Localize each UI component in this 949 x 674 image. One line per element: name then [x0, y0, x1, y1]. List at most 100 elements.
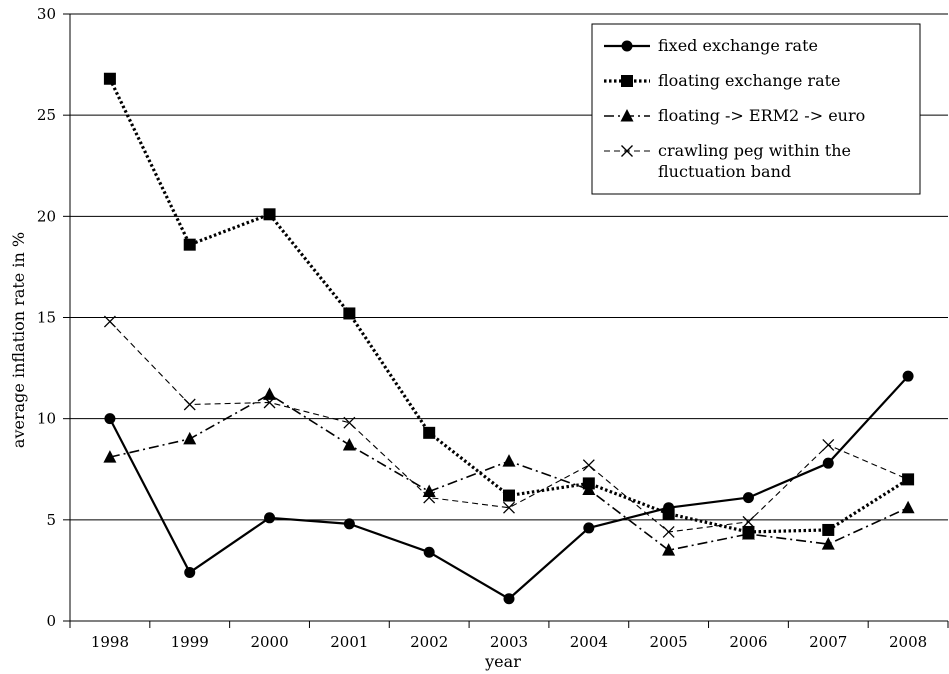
data-point-square [621, 75, 633, 87]
data-point-circle [343, 518, 355, 530]
y-tick-label: 30 [37, 5, 56, 23]
data-point-triangle [620, 109, 634, 122]
data-point-triangle [422, 484, 436, 498]
data-point-x [582, 459, 595, 472]
data-point-triangle [662, 543, 676, 556]
data-point-x-stroke [902, 473, 915, 486]
data-point-circle [621, 40, 633, 52]
data-point-square [103, 72, 116, 85]
data-point-square [423, 426, 436, 439]
x-tick-label: 2004 [570, 633, 608, 651]
legend-entry: floating -> ERM2 -> euro [604, 106, 865, 125]
series-4 [103, 315, 915, 538]
data-point-circle [503, 593, 515, 605]
x-axis-title: year [484, 652, 521, 671]
data-point-x-stroke [662, 526, 675, 538]
data-point-circle [583, 522, 595, 534]
legend-label: floating -> ERM2 -> euro [658, 106, 865, 125]
series-layer [103, 72, 915, 605]
series-3 [103, 387, 915, 556]
y-axis-title: average inflation rate in % [9, 232, 28, 448]
series-line [109, 393, 909, 551]
x-axis-ticks: 1998 1999 2000 2001 2002 2003 2004 2005 2006 2007… [69, 621, 949, 651]
y-axis-ticks: 0 5 10 15 20 25 30 [37, 5, 70, 630]
y-tick-label: 10 [37, 410, 56, 428]
legend-entry: fixed exchange rate [604, 36, 818, 55]
data-point-x-stroke [423, 491, 436, 504]
data-point-triangle [183, 431, 197, 445]
data-point-square [263, 208, 276, 221]
data-point-triangle [582, 482, 596, 495]
legend-box [591, 23, 921, 195]
data-point-circle [902, 370, 914, 382]
x-tick-label: 2001 [330, 633, 368, 651]
data-point-circle [264, 512, 276, 524]
data-point-square [183, 238, 196, 251]
series-1 [104, 370, 914, 605]
data-point-circle [742, 492, 754, 504]
y-tick-label: 0 [46, 612, 56, 630]
y-tick-label: 25 [37, 106, 56, 124]
legend-label: floating exchange rate [658, 71, 841, 90]
legend-label-line: fixed exchange rate [658, 36, 818, 55]
data-point-square [503, 489, 515, 502]
data-point-x [503, 501, 515, 514]
data-point-triangle [342, 437, 356, 451]
data-point-x-stroke [582, 459, 595, 472]
data-point-triangle [103, 450, 117, 463]
data-point-x-stroke [503, 501, 515, 514]
x-tick-label: 2005 [650, 633, 688, 651]
y-tick-label: 20 [37, 207, 56, 225]
data-point-x-stroke [103, 315, 116, 328]
legend-label: fixed exchange rate [658, 36, 818, 55]
data-point-circle [822, 457, 834, 469]
gridlines [70, 13, 948, 521]
x-tick-label: 1999 [171, 633, 209, 651]
data-point-circle [104, 413, 116, 425]
x-tick-label: 2007 [809, 633, 847, 651]
legend-label-line: floating exchange rate [658, 71, 841, 90]
legend-label-line: crawling peg within the [658, 141, 851, 160]
data-point-x-stroke [742, 515, 755, 528]
data-point-x [103, 315, 116, 328]
legend-entry: floating exchange rate [604, 71, 841, 90]
data-point-circle [184, 566, 196, 578]
data-point-x [423, 491, 436, 504]
x-tick-label: 2008 [889, 633, 927, 651]
x-tick-label: 1998 [91, 633, 129, 651]
data-point-triangle [901, 500, 915, 514]
data-point-square [822, 523, 835, 536]
x-tick-label: 2003 [490, 633, 528, 651]
data-point-triangle [502, 454, 516, 467]
data-point-x [822, 439, 835, 451]
data-point-x [183, 398, 196, 411]
legend-entry: crawling peg within the fluctuation band [604, 141, 851, 181]
data-point-x [742, 515, 755, 528]
data-point-x-stroke [822, 439, 835, 451]
data-point-triangle [741, 526, 755, 540]
legend-label-line: fluctuation band [658, 162, 791, 181]
data-point-x [343, 416, 356, 429]
data-point-x-stroke [343, 416, 356, 429]
data-point-x [621, 145, 633, 157]
data-point-x [662, 526, 675, 538]
data-point-x-stroke [183, 398, 196, 411]
y-tick-label: 15 [37, 309, 56, 327]
y-tick-label: 5 [46, 511, 56, 529]
data-point-triangle [263, 387, 277, 400]
legend-label: crawling peg within the fluctuation band [658, 141, 851, 181]
data-point-circle [423, 546, 435, 558]
legend-label-line: floating -> ERM2 -> euro [658, 106, 865, 125]
data-point-triangle [821, 537, 835, 550]
data-point-x-stroke [263, 396, 276, 409]
data-point-square [662, 507, 675, 520]
x-tick-label: 2000 [250, 633, 288, 651]
legend: fixed exchange rate floating exchange rat… [591, 23, 921, 195]
series-line [108, 375, 909, 600]
x-tick-label: 2002 [410, 633, 448, 651]
data-point-x [902, 473, 915, 486]
x-tick-label: 2006 [729, 633, 767, 651]
data-point-x-stroke [621, 145, 633, 157]
data-point-x [263, 396, 276, 409]
